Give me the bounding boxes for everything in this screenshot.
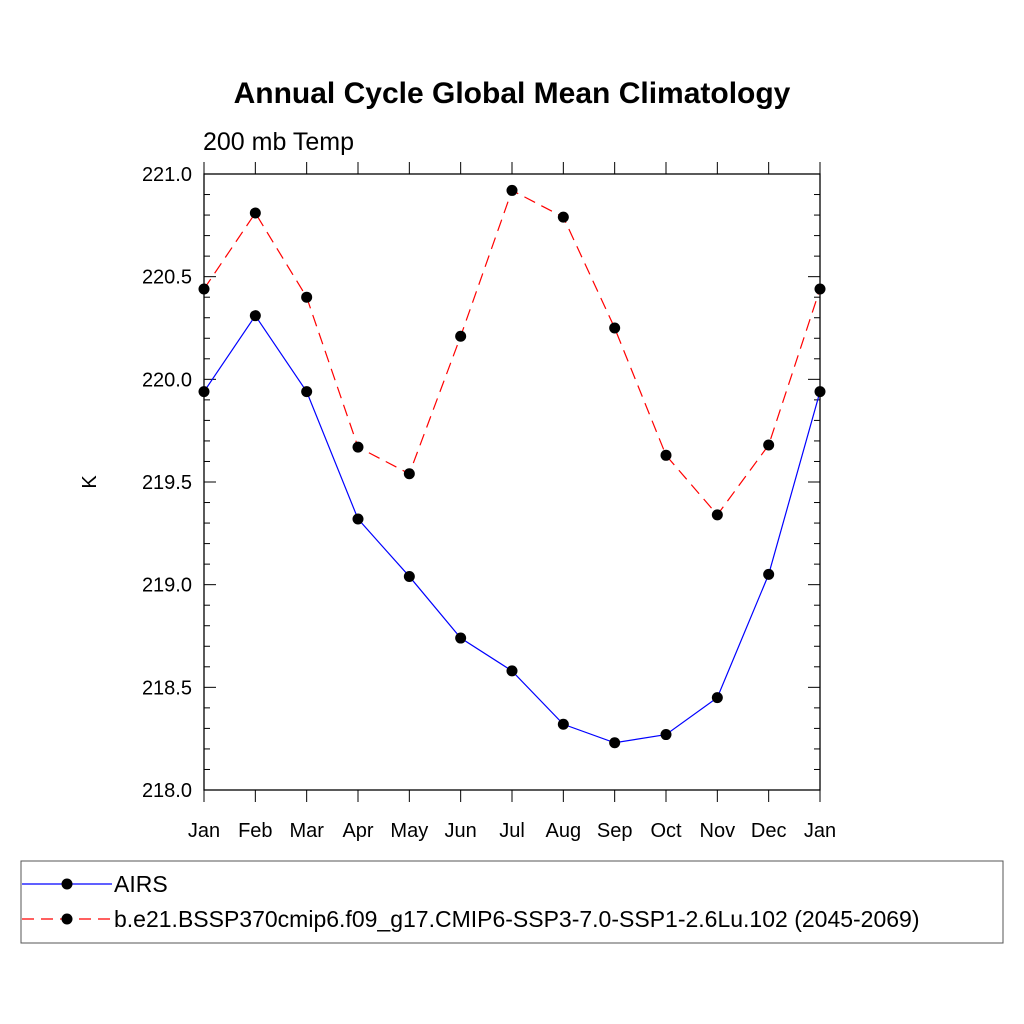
legend-marker: [61, 878, 73, 890]
chart-subtitle: 200 mb Temp: [203, 128, 354, 156]
legend-marker: [61, 913, 73, 925]
legend: AIRS b.e21.BSSP370cmip6.f09_g17.CMIP6-SSP…: [20, 860, 1004, 944]
y-axis-label: K: [79, 475, 101, 489]
y-tick-label: 218.5: [142, 677, 192, 699]
data-point: [660, 449, 672, 461]
y-tick-label: 221.0: [142, 164, 192, 186]
x-tick-label: Nov: [700, 820, 736, 842]
y-tick-label: 220.5: [142, 267, 192, 289]
x-tick-label: Jul: [499, 820, 525, 842]
data-point: [352, 513, 364, 525]
y-tick-label: 219.0: [142, 575, 192, 597]
data-point: [455, 632, 467, 644]
x-tick-label: May: [390, 820, 428, 842]
data-point: [249, 310, 261, 322]
legend-box: [20, 860, 1004, 944]
x-tick-label: Oct: [650, 820, 682, 842]
data-point: [403, 570, 415, 582]
x-tick-label: Feb: [238, 820, 272, 842]
data-point: [711, 509, 723, 521]
x-tick-label: Aug: [546, 820, 582, 842]
x-tick-label: Mar: [289, 820, 324, 842]
data-point: [557, 718, 569, 730]
data-point: [249, 207, 261, 219]
data-point: [609, 322, 621, 334]
x-tick-label: Jan: [804, 820, 836, 842]
data-point: [609, 737, 621, 749]
y-tick-label: 219.5: [142, 472, 192, 494]
series-line: [203, 314, 821, 744]
chart-title: Annual Cycle Global Mean Climatology: [234, 77, 791, 110]
axis-ticks: 218.0 218.5 219.0 219.5 220.0 220.5 221.0 Jan Fe…: [142, 162, 836, 842]
data-point: [506, 184, 518, 196]
legend-label: b.e21.BSSP370cmip6.f09_g17.CMIP6-SSP3-7.…: [114, 906, 920, 932]
data-point: [301, 386, 313, 398]
y-tick-label: 220.0: [142, 369, 192, 391]
data-point: [557, 211, 569, 223]
x-tick-label: Apr: [342, 820, 373, 842]
data-point: [301, 291, 313, 303]
x-tick-label: Jan: [188, 820, 220, 842]
series-line: [203, 189, 821, 516]
x-tick-label: Jun: [445, 820, 477, 842]
data-point: [660, 729, 672, 741]
data-point: [506, 665, 518, 677]
data-point: [763, 439, 775, 451]
x-tick-label: Sep: [597, 820, 633, 842]
legend-label: AIRS: [114, 871, 168, 897]
data-point: [455, 330, 467, 342]
data-point: [352, 441, 364, 453]
data-point: [711, 692, 723, 704]
data-point: [763, 568, 775, 580]
y-tick-label: 218.0: [142, 780, 192, 802]
plot-frame: [203, 173, 821, 791]
data-point: [403, 468, 415, 480]
x-tick-label: Dec: [751, 820, 787, 842]
plot-series: [198, 184, 826, 749]
